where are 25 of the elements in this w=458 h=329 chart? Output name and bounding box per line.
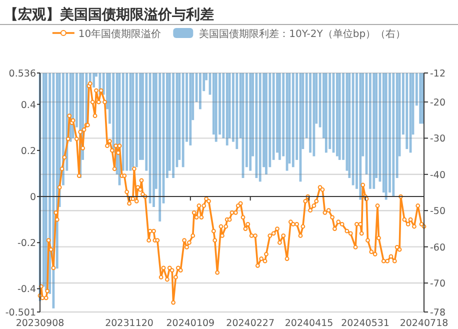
chart-title: 【宏观】美国国债期限溢价与利差: [4, 6, 214, 23]
y-tick-label: 0: [30, 192, 36, 204]
x-tick-label: 20240109: [166, 318, 215, 329]
y-tick-label: 0.2: [20, 146, 36, 157]
legend-label: 美国国债期限利差：10Y-2Y（单位bp）（右）: [199, 28, 406, 40]
y-tick-label: -0.501: [5, 308, 36, 318]
y2-tick-label: -50: [430, 206, 446, 218]
y2-tick-label: -12: [430, 68, 446, 80]
x-tick-label: 20230908: [16, 318, 64, 329]
y2-tick-label: -70: [430, 278, 446, 290]
y2-tick-label: -60: [430, 242, 446, 254]
y-tick-label: 0.4: [20, 100, 36, 111]
x-tick-label: 20240718: [400, 318, 448, 329]
x-tick-label: 20240227: [226, 318, 275, 329]
y2-tick-label: -40: [430, 170, 446, 181]
y-tick-label: 0.536: [8, 68, 36, 80]
y-tick-label: -0.4: [17, 284, 36, 296]
y2-tick-label: -78: [430, 308, 446, 318]
x-tick-label: 20231120: [105, 318, 154, 329]
x-tick-label: 20240415: [284, 318, 334, 329]
x-tick-label: 20240531: [341, 318, 390, 329]
y2-tick-label: -20: [430, 97, 446, 108]
y-tick-label: -0.2: [17, 238, 36, 250]
y2-tick-label: -30: [430, 134, 446, 145]
legend-label: 10年国债期限溢价: [78, 28, 162, 40]
